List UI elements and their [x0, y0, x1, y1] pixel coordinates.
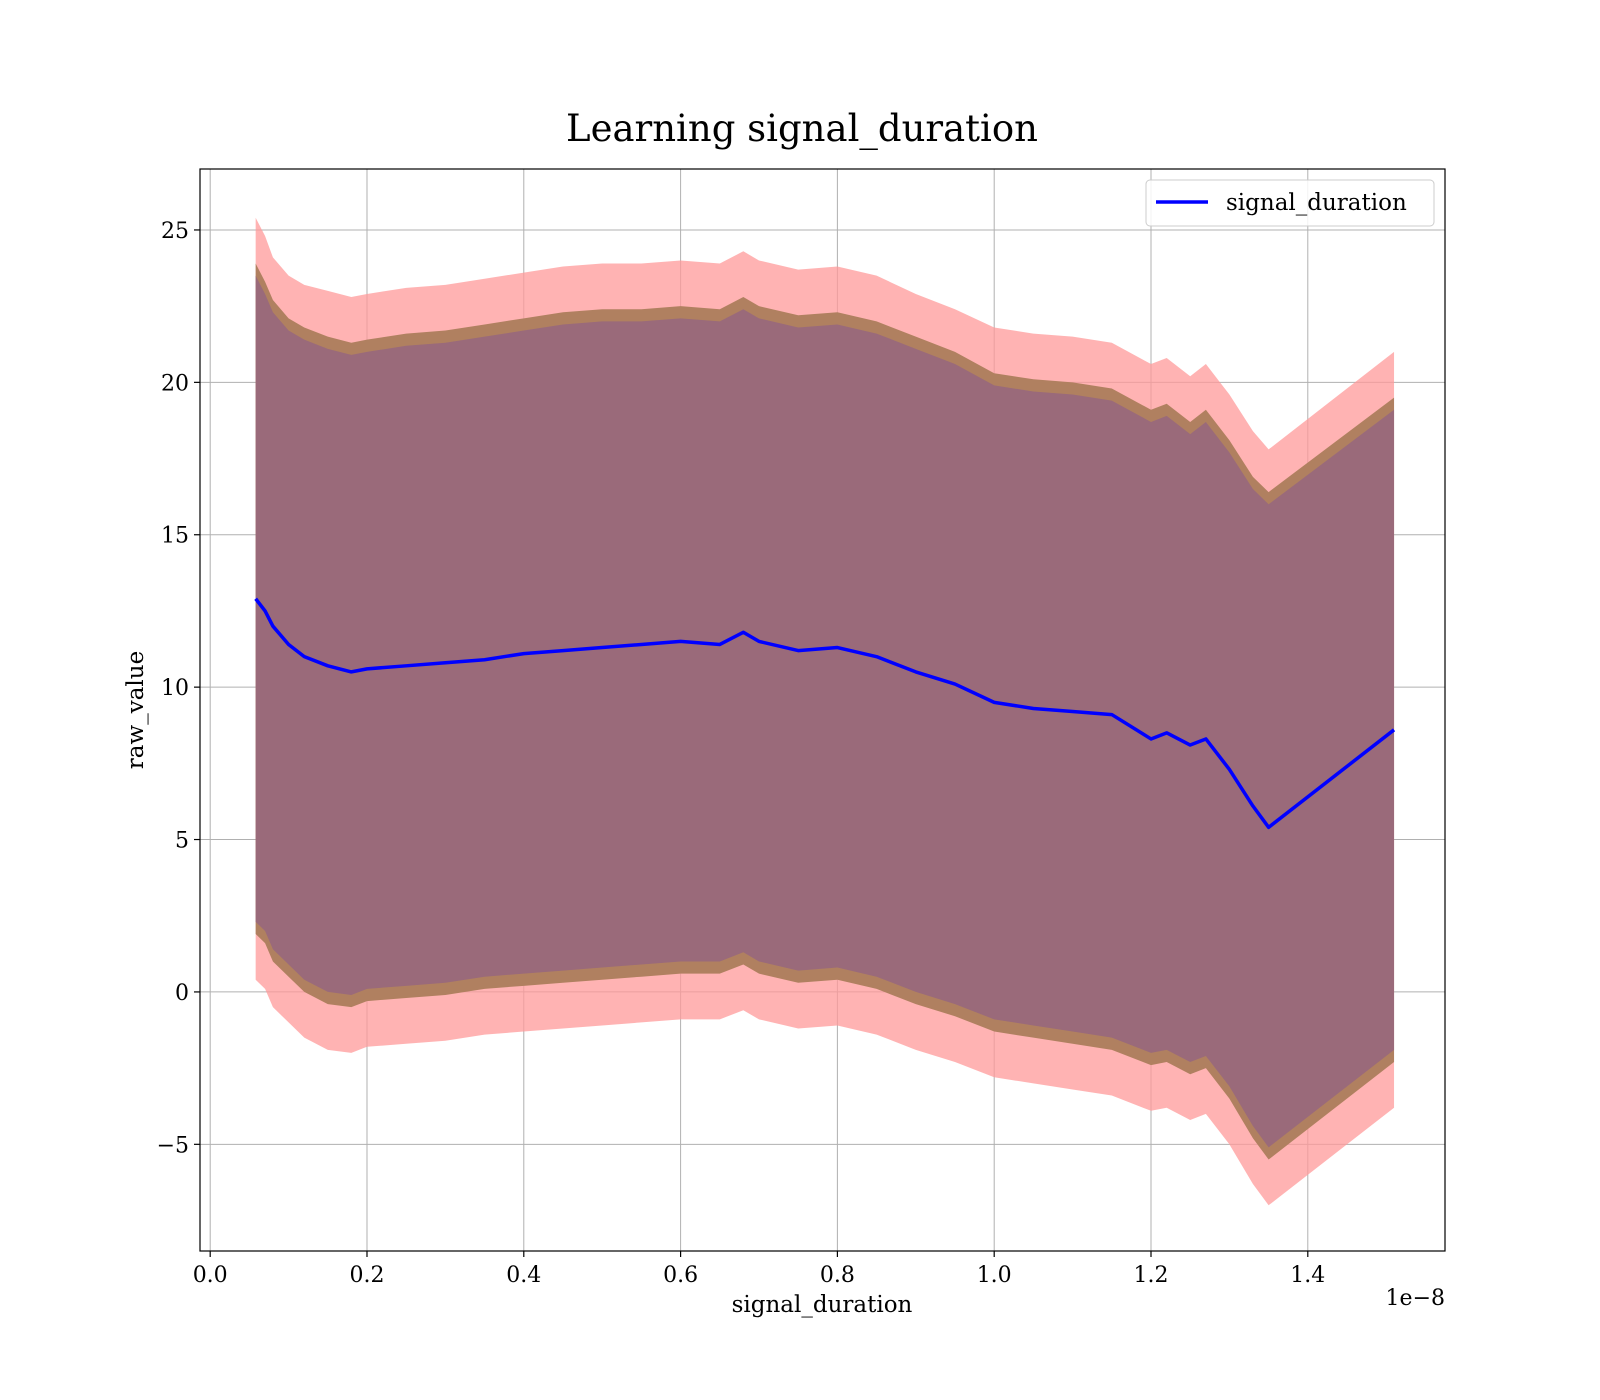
legend: signal_duration	[1145, 179, 1435, 227]
x-tick-label: 1.4	[1290, 1263, 1325, 1288]
x-tick-label: 0.8	[820, 1263, 855, 1288]
y-tick-label: −5	[157, 1133, 189, 1158]
legend-label: signal_duration	[1226, 190, 1407, 216]
plot-frame	[199, 168, 1446, 1252]
y-tick-label: 5	[175, 829, 189, 854]
bands	[255, 217, 1395, 1206]
x-offset-label: 1e−8	[1386, 1286, 1445, 1311]
x-tick-label: 0.4	[506, 1263, 541, 1288]
chart-title: Learning signal_duration	[566, 107, 1038, 151]
y-axis-label: raw_value	[123, 651, 149, 769]
x-tick-label: 0.0	[193, 1263, 228, 1288]
band-inner	[255, 275, 1395, 1148]
y-tick-label: 25	[161, 219, 189, 244]
series-line-signal_duration	[254, 597, 1396, 830]
legend-box	[1145, 179, 1435, 227]
x-tick-label: 0.6	[663, 1263, 698, 1288]
x-tick-label: 1.0	[977, 1263, 1012, 1288]
y-tick-label: 15	[161, 524, 189, 549]
y-tick-label: 0	[175, 981, 189, 1006]
x-tick-label: 1.2	[1133, 1263, 1168, 1288]
x-tick-label: 0.2	[349, 1263, 384, 1288]
y-tick-label: 10	[161, 676, 189, 701]
series-lines	[254, 597, 1396, 830]
ticks: 0.0 0.2 0.4 0.6 0.8 1.0 1.2 1.4 −5 0 5 10 15 20 25	[157, 219, 1326, 1288]
y-tick-label: 20	[161, 371, 189, 396]
x-axis-label: signal_duration	[732, 1292, 913, 1318]
